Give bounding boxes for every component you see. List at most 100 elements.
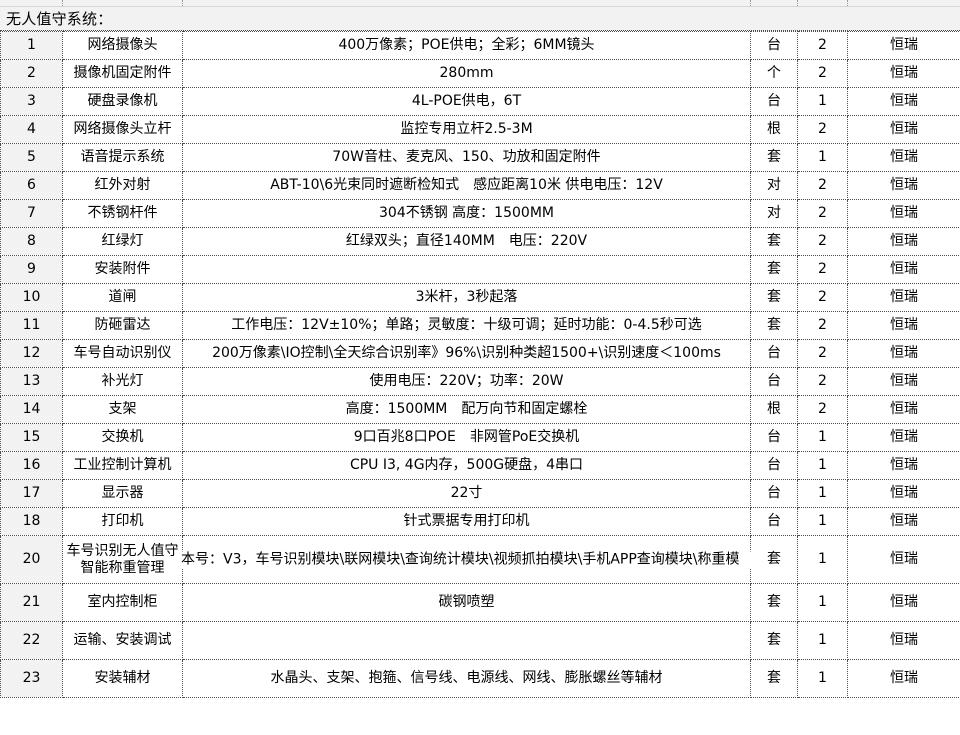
cell-spec[interactable]: 22寸: [182, 479, 751, 508]
cell-supplier[interactable]: 恒瑞: [847, 199, 960, 228]
cell-index[interactable]: 14: [0, 395, 63, 424]
cell-name[interactable]: 车号自动识别仪: [62, 339, 183, 368]
cell-quantity[interactable]: 1: [797, 659, 848, 698]
cell-supplier[interactable]: 恒瑞: [847, 621, 960, 660]
cell-name[interactable]: 交换机: [62, 423, 183, 452]
cell-spec[interactable]: 9口百兆8口POE 非网管PoE交换机: [182, 423, 751, 452]
cell-quantity[interactable]: 1: [797, 535, 848, 584]
cell-spec[interactable]: [182, 255, 751, 284]
cell-quantity[interactable]: 1: [797, 87, 848, 116]
cell-quantity[interactable]: 2: [797, 31, 848, 60]
cell-spec[interactable]: 4L-POE供电，6T: [182, 87, 751, 116]
cell-name[interactable]: 室内控制柜: [62, 583, 183, 622]
cell-index[interactable]: 15: [0, 423, 63, 452]
cell-index[interactable]: 2: [0, 59, 63, 88]
table-row[interactable]: 21 室内控制柜 碳钢喷塑 套 1 恒瑞: [0, 583, 960, 622]
cell-supplier[interactable]: 恒瑞: [847, 87, 960, 116]
table-row[interactable]: 12 车号自动识别仪 200万像素\IO控制\全天综合识别率》96%\识别种类超…: [0, 339, 960, 368]
cell-name[interactable]: 打印机: [62, 507, 183, 536]
cell-unit[interactable]: 套: [750, 143, 798, 172]
cell-supplier[interactable]: 恒瑞: [847, 255, 960, 284]
cell-supplier[interactable]: 恒瑞: [847, 283, 960, 312]
cell-unit[interactable]: 台: [750, 367, 798, 396]
cell-quantity[interactable]: 1: [797, 583, 848, 622]
cell-name[interactable]: 显示器: [62, 479, 183, 508]
cell-supplier[interactable]: 恒瑞: [847, 339, 960, 368]
cell-supplier[interactable]: 恒瑞: [847, 311, 960, 340]
cell-supplier[interactable]: 恒瑞: [847, 451, 960, 480]
table-row[interactable]: 11 防砸雷达 工作电压：12V±10%；单路；灵敏度：十级可调；延时功能：0-…: [0, 311, 960, 340]
cell-name[interactable]: 工业控制计算机: [62, 451, 183, 480]
cell-index[interactable]: 6: [0, 171, 63, 200]
cell-quantity[interactable]: 2: [797, 255, 848, 284]
cell-supplier[interactable]: 恒瑞: [847, 143, 960, 172]
cell-name[interactable]: 网络摄像头立杆: [62, 115, 183, 144]
cell-name[interactable]: 支架: [62, 395, 183, 424]
cell-unit[interactable]: 个: [750, 59, 798, 88]
table-row[interactable]: 5 语音提示系统 70W音柱、麦克风、150、功放和固定附件 套 1 恒瑞: [0, 143, 960, 172]
cell-index[interactable]: 4: [0, 115, 63, 144]
cell-supplier[interactable]: 恒瑞: [847, 659, 960, 698]
cell-spec[interactable]: 针式票据专用打印机: [182, 507, 751, 536]
cell-index[interactable]: 12: [0, 339, 63, 368]
cell-unit[interactable]: 套: [750, 283, 798, 312]
cell-name[interactable]: 防砸雷达: [62, 311, 183, 340]
cell-spec[interactable]: 200万像素\IO控制\全天综合识别率》96%\识别种类超1500+\识别速度＜…: [182, 339, 751, 368]
cell-supplier[interactable]: 恒瑞: [847, 423, 960, 452]
cell-supplier[interactable]: 恒瑞: [847, 59, 960, 88]
cell-quantity[interactable]: 2: [797, 339, 848, 368]
cell-name[interactable]: 安装附件: [62, 255, 183, 284]
table-row[interactable]: 7 不锈钢杆件 304不锈钢 高度：1500MM 对 2 恒瑞: [0, 199, 960, 228]
cell-quantity[interactable]: 1: [797, 451, 848, 480]
table-row[interactable]: 9 安装附件 套 2 恒瑞: [0, 255, 960, 284]
cell-spec[interactable]: 高度：1500MM 配万向节和固定螺栓: [182, 395, 751, 424]
cell-name[interactable]: 网络摄像头: [62, 31, 183, 60]
cell-supplier[interactable]: 恒瑞: [847, 583, 960, 622]
cell-unit[interactable]: 套: [750, 255, 798, 284]
cell-unit[interactable]: 套: [750, 227, 798, 256]
cell-index[interactable]: 20: [0, 535, 63, 584]
cell-supplier[interactable]: 恒瑞: [847, 171, 960, 200]
cell-quantity[interactable]: 1: [797, 621, 848, 660]
cell-unit[interactable]: 对: [750, 171, 798, 200]
table-row[interactable]: 3 硬盘录像机 4L-POE供电，6T 台 1 恒瑞: [0, 87, 960, 116]
table-row[interactable]: 2 摄像机固定附件 280mm 个 2 恒瑞: [0, 59, 960, 88]
cell-quantity[interactable]: 2: [797, 115, 848, 144]
cell-unit[interactable]: 台: [750, 451, 798, 480]
cell-index[interactable]: 7: [0, 199, 63, 228]
cell-unit[interactable]: 台: [750, 31, 798, 60]
cell-index[interactable]: 5: [0, 143, 63, 172]
cell-spec[interactable]: [182, 621, 751, 660]
cell-name[interactable]: 硬盘录像机: [62, 87, 183, 116]
table-row[interactable]: 13 补光灯 使用电压：220V；功率：20W 台 2 恒瑞: [0, 367, 960, 396]
cell-name[interactable]: 红外对射: [62, 171, 183, 200]
cell-name[interactable]: 安装辅材: [62, 659, 183, 698]
cell-index[interactable]: 22: [0, 621, 63, 660]
table-row[interactable]: 20 车号识别无人值守智能称重管理 本号：V3，车号识别模块\联网模块\查询统计…: [0, 535, 960, 584]
cell-index[interactable]: 11: [0, 311, 63, 340]
cell-name[interactable]: 不锈钢杆件: [62, 199, 183, 228]
cell-index[interactable]: 10: [0, 283, 63, 312]
cell-unit[interactable]: 套: [750, 659, 798, 698]
cell-spec[interactable]: 红绿双头；直径140MM 电压：220V: [182, 227, 751, 256]
cell-index[interactable]: 18: [0, 507, 63, 536]
table-row[interactable]: 8 红绿灯 红绿双头；直径140MM 电压：220V 套 2 恒瑞: [0, 227, 960, 256]
cell-spec[interactable]: 水晶头、支架、抱箍、信号线、电源线、网线、膨胀螺丝等辅材: [182, 659, 751, 698]
cell-spec[interactable]: CPU I3, 4G内存，500G硬盘，4串口: [182, 451, 751, 480]
cell-supplier[interactable]: 恒瑞: [847, 115, 960, 144]
cell-unit[interactable]: 套: [750, 311, 798, 340]
cell-quantity[interactable]: 2: [797, 227, 848, 256]
cell-unit[interactable]: 根: [750, 115, 798, 144]
table-row[interactable]: 15 交换机 9口百兆8口POE 非网管PoE交换机 台 1 恒瑞: [0, 423, 960, 452]
cell-unit[interactable]: 套: [750, 621, 798, 660]
cell-index[interactable]: 3: [0, 87, 63, 116]
cell-name[interactable]: 补光灯: [62, 367, 183, 396]
cell-quantity[interactable]: 1: [797, 507, 848, 536]
cell-index[interactable]: 13: [0, 367, 63, 396]
cell-index[interactable]: 8: [0, 227, 63, 256]
cell-spec[interactable]: 碳钢喷塑: [182, 583, 751, 622]
table-row[interactable]: 18 打印机 针式票据专用打印机 台 1 恒瑞: [0, 507, 960, 536]
cell-quantity[interactable]: 1: [797, 423, 848, 452]
cell-unit[interactable]: 套: [750, 583, 798, 622]
table-row[interactable]: 17 显示器 22寸 台 1 恒瑞: [0, 479, 960, 508]
